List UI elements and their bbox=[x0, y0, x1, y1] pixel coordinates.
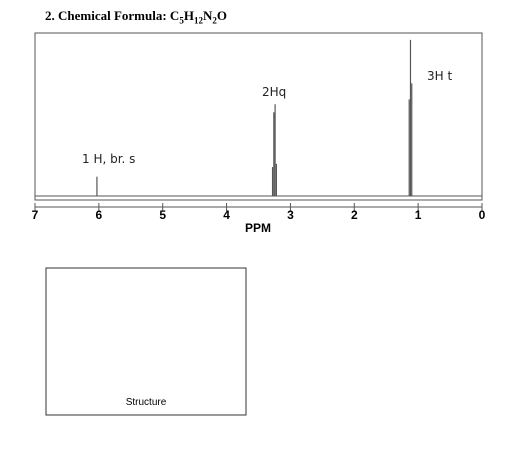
x-tick-label: 0 bbox=[479, 208, 486, 222]
subscript: 5 bbox=[179, 15, 184, 26]
plot-frame bbox=[34, 32, 483, 201]
title: 2. Chemical Formula: C5H12N2O bbox=[45, 8, 227, 26]
formula-label: Chemical Formula: bbox=[58, 8, 167, 23]
element: N bbox=[202, 8, 213, 23]
annotation: 3H t bbox=[427, 69, 452, 83]
x-tick-label: 6 bbox=[96, 208, 103, 222]
subscript: 2 bbox=[212, 15, 217, 26]
annotation: 2Hq bbox=[262, 85, 286, 99]
structure-label: Structure bbox=[126, 397, 167, 408]
x-tick-label: 1 bbox=[415, 208, 422, 222]
x-axis-label: PPM bbox=[245, 221, 271, 235]
element: H bbox=[183, 8, 194, 23]
subscript: 12 bbox=[193, 15, 203, 26]
annotation: 1 H, br. s bbox=[82, 152, 135, 166]
structure-box bbox=[45, 267, 247, 416]
x-tick-label: 3 bbox=[287, 208, 294, 222]
element: C bbox=[169, 8, 180, 23]
x-tick-label: 4 bbox=[223, 208, 230, 222]
element: O bbox=[216, 8, 227, 23]
x-tick-label: 5 bbox=[159, 208, 166, 222]
x-tick-label: 2 bbox=[351, 208, 358, 222]
question-number: 2. bbox=[45, 8, 55, 23]
x-tick-label: 7 bbox=[32, 208, 39, 222]
